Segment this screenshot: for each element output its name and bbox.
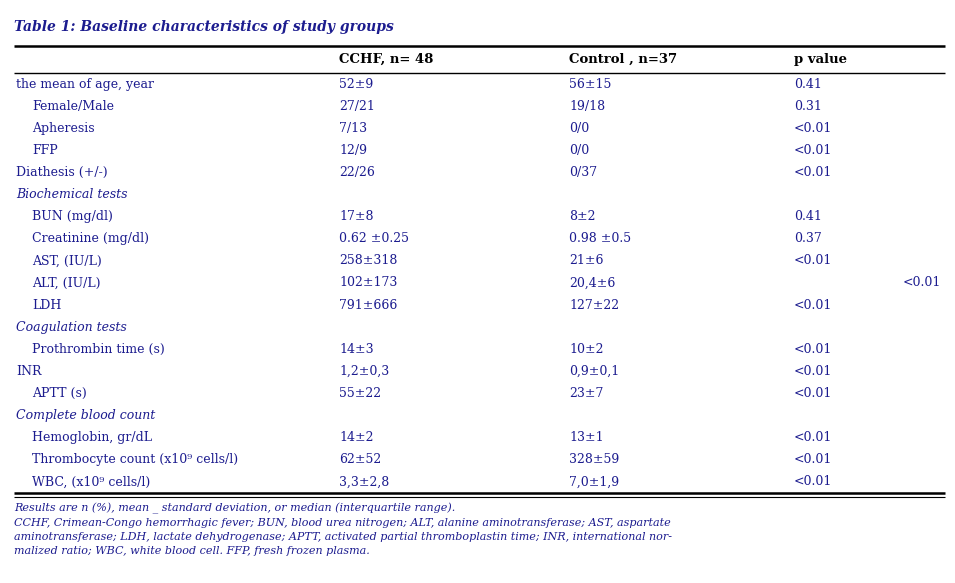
Text: 0.62 ±0.25: 0.62 ±0.25 [339,232,409,245]
Text: BUN (mg/dl): BUN (mg/dl) [32,210,113,223]
Text: Creatinine (mg/dl): Creatinine (mg/dl) [32,232,149,245]
Text: 20,4±6: 20,4±6 [569,276,615,290]
Text: 10±2: 10±2 [569,343,604,356]
Text: ALT, (IU/L): ALT, (IU/L) [32,276,100,290]
Text: the mean of age, year: the mean of age, year [16,78,154,90]
Text: LDH: LDH [32,298,61,311]
Text: WBC, (x10⁹ cells/l): WBC, (x10⁹ cells/l) [32,476,150,489]
Text: 12/9: 12/9 [339,144,367,157]
Text: 13±1: 13±1 [569,431,604,444]
Text: Complete blood count: Complete blood count [16,409,156,422]
Text: 0/0: 0/0 [569,144,589,157]
Text: <0.01: <0.01 [794,454,833,466]
Text: <0.01: <0.01 [902,276,941,290]
Text: 19/18: 19/18 [569,100,605,113]
Text: 3,3±2,8: 3,3±2,8 [339,476,390,489]
Text: Prothrombin time (s): Prothrombin time (s) [32,343,165,356]
Text: 258±318: 258±318 [339,254,397,268]
Text: 0.41: 0.41 [794,78,822,90]
Text: <0.01: <0.01 [794,476,833,489]
Text: 0.31: 0.31 [794,100,822,113]
Text: 0/37: 0/37 [569,166,597,179]
Text: INR: INR [16,365,41,378]
Text: APTT (s): APTT (s) [32,387,87,400]
Text: 7/13: 7/13 [339,122,367,135]
Text: p value: p value [794,53,847,66]
Text: 62±52: 62±52 [339,454,381,466]
Text: <0.01: <0.01 [794,431,833,444]
Text: Control , n=37: Control , n=37 [569,53,677,66]
Text: Coagulation tests: Coagulation tests [16,321,127,333]
Text: 0.41: 0.41 [794,210,822,223]
Text: 17±8: 17±8 [339,210,373,223]
Text: 14±3: 14±3 [339,343,373,356]
Text: 0,9±0,1: 0,9±0,1 [569,365,619,378]
Text: 791±666: 791±666 [339,298,397,311]
Text: 27/21: 27/21 [339,100,375,113]
Text: Results are n (%), mean _ standard deviation, or median (interquartile range).: Results are n (%), mean _ standard devia… [14,503,456,514]
Text: CCHF, Crimean-Congo hemorrhagic fever; BUN, blood urea nitrogen; ALT, alanine am: CCHF, Crimean-Congo hemorrhagic fever; B… [14,518,670,528]
Text: <0.01: <0.01 [794,343,833,356]
Text: malized ratio; WBC, white blood cell. FFP, fresh frozen plasma.: malized ratio; WBC, white blood cell. FF… [14,546,370,557]
Text: FFP: FFP [32,144,57,157]
Text: 0.98 ±0.5: 0.98 ±0.5 [569,232,631,245]
Text: 102±173: 102±173 [339,276,397,290]
Text: 8±2: 8±2 [569,210,596,223]
Text: 7,0±1,9: 7,0±1,9 [569,476,619,489]
Text: <0.01: <0.01 [794,122,833,135]
Text: CCHF, n= 48: CCHF, n= 48 [339,53,434,66]
Text: <0.01: <0.01 [794,365,833,378]
Text: 127±22: 127±22 [569,298,619,311]
Text: Thrombocyte count (x10⁹ cells/l): Thrombocyte count (x10⁹ cells/l) [32,454,238,466]
Text: 328±59: 328±59 [569,454,619,466]
Text: 21±6: 21±6 [569,254,604,268]
Text: Biochemical tests: Biochemical tests [16,188,128,201]
Text: 0/0: 0/0 [569,122,589,135]
Text: Apheresis: Apheresis [32,122,95,135]
Text: 1,2±0,3: 1,2±0,3 [339,365,390,378]
Text: <0.01: <0.01 [794,144,833,157]
Text: Diathesis (+/-): Diathesis (+/-) [16,166,108,179]
Text: <0.01: <0.01 [794,298,833,311]
Text: 52±9: 52±9 [339,78,373,90]
Text: 22/26: 22/26 [339,166,375,179]
Text: Table 1: Baseline characteristics of study groups: Table 1: Baseline characteristics of stu… [14,20,393,34]
Text: <0.01: <0.01 [794,387,833,400]
Text: Hemoglobin, gr/dL: Hemoglobin, gr/dL [32,431,152,444]
Text: AST, (IU/L): AST, (IU/L) [32,254,102,268]
Text: <0.01: <0.01 [794,166,833,179]
Text: Female/Male: Female/Male [32,100,114,113]
Text: 23±7: 23±7 [569,387,604,400]
Text: 56±15: 56±15 [569,78,611,90]
Text: aminotransferase; LDH, lactate dehydrogenase; APTT, activated partial thrombopla: aminotransferase; LDH, lactate dehydroge… [14,532,672,542]
Text: 55±22: 55±22 [339,387,381,400]
Text: 0.37: 0.37 [794,232,821,245]
Text: 14±2: 14±2 [339,431,373,444]
Text: <0.01: <0.01 [794,254,833,268]
